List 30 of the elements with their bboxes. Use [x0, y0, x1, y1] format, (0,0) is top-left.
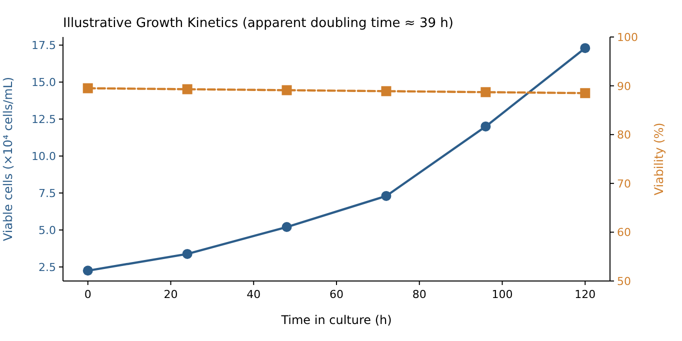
point	[580, 43, 590, 54]
point	[381, 190, 392, 201]
x-tick-label: 120	[574, 288, 596, 301]
y2-tick-label: 70	[617, 177, 631, 190]
y-tick-label: 7.5	[38, 187, 56, 200]
y2-tick-label: 90	[617, 80, 631, 93]
y-tick-label: 17.5	[32, 39, 56, 52]
y-tick-label: 5.0	[38, 224, 56, 237]
point	[82, 266, 93, 276]
y-tick-label: 10.0	[32, 150, 56, 164]
y2-tick-label: 60	[617, 226, 631, 240]
y2-axis-title: Viability (%)	[652, 122, 666, 196]
y-axis-title: Viable cells (×10⁴ cells/mL)	[1, 76, 15, 242]
y2-tick-label: 50	[617, 275, 631, 288]
y-tick-label: 15.0	[32, 76, 56, 90]
x-tick-label: 20	[164, 288, 178, 301]
y-tick-label: 2.5	[38, 260, 56, 274]
y2-tick-label: 100	[617, 31, 638, 44]
chart-title: Illustrative Growth Kinetics (apparent doubling time ≈ 39 h)	[63, 16, 454, 31]
x-tick-label: 100	[492, 288, 513, 301]
y-tick-label: 12.5	[32, 113, 56, 126]
x-tick-label: 80	[412, 288, 426, 301]
point	[480, 121, 491, 132]
x-axis-title: Time in culture (h)	[280, 313, 392, 327]
x-tick-label: 60	[330, 288, 344, 301]
point	[282, 222, 292, 232]
x-tick-label: 40	[246, 288, 261, 301]
point	[182, 248, 192, 259]
x-tick-label: 0	[84, 288, 92, 301]
y2-tick-label: 80	[617, 128, 631, 142]
